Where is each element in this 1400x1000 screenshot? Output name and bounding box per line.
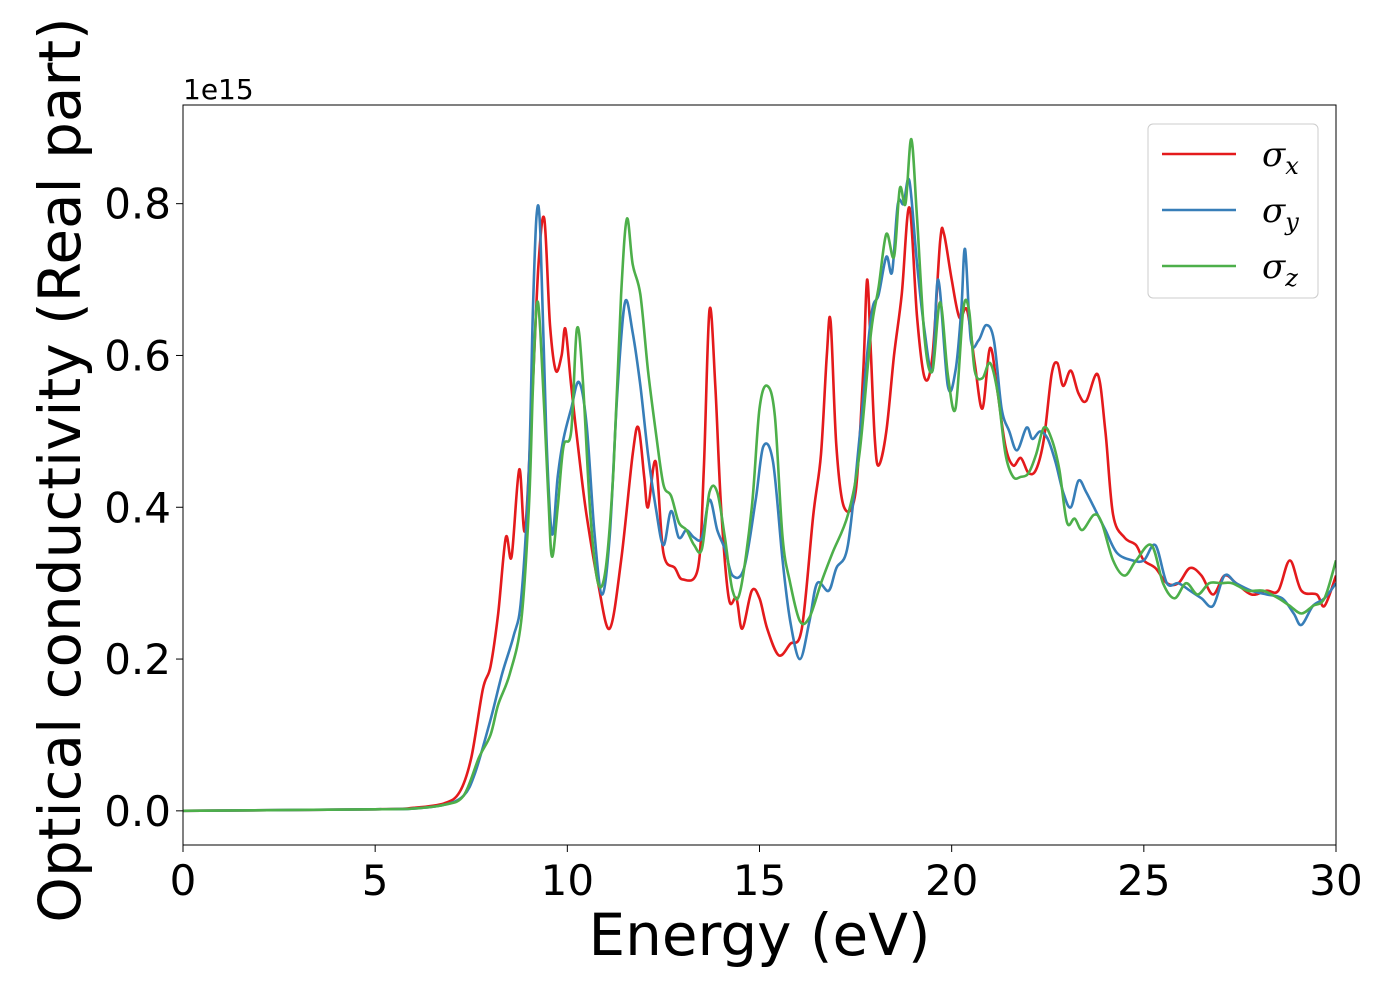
y-axis-ticks: 0.0 0.2 0.4 0.6 0.8 bbox=[104, 180, 183, 836]
y-tick-label: 0.0 bbox=[104, 787, 171, 836]
legend-label-x: σx bbox=[1262, 135, 1299, 180]
x-tick-label: 5 bbox=[362, 856, 389, 905]
y-tick-label: 0.6 bbox=[104, 331, 171, 380]
x-axis-ticks: 0 5 10 15 20 25 30 bbox=[170, 845, 1363, 905]
x-tick-label: 25 bbox=[1117, 856, 1170, 905]
legend-label-y: σy bbox=[1262, 191, 1299, 236]
series-line-y bbox=[183, 177, 1336, 813]
y-tick-label: 0.8 bbox=[104, 180, 171, 229]
y-axis-offset-label: 1e15 bbox=[183, 73, 254, 106]
y-tick-label: 0.4 bbox=[104, 483, 171, 532]
series-line-x bbox=[183, 206, 1336, 813]
legend-label-z: σz bbox=[1262, 247, 1298, 292]
series-line-z bbox=[183, 137, 1336, 813]
y-tick-label: 0.2 bbox=[104, 635, 171, 684]
x-tick-label: 30 bbox=[1309, 856, 1362, 905]
y-axis-title: Optical conductivity (Real part) bbox=[26, 17, 94, 922]
x-tick-label: 0 bbox=[170, 856, 197, 905]
x-tick-label: 20 bbox=[925, 856, 978, 905]
series-lines bbox=[183, 137, 1336, 813]
legend: σx σy σz bbox=[1147, 123, 1319, 299]
x-tick-label: 15 bbox=[733, 856, 786, 905]
x-axis-title: Energy (eV) bbox=[588, 901, 930, 969]
x-tick-label: 10 bbox=[541, 856, 594, 905]
